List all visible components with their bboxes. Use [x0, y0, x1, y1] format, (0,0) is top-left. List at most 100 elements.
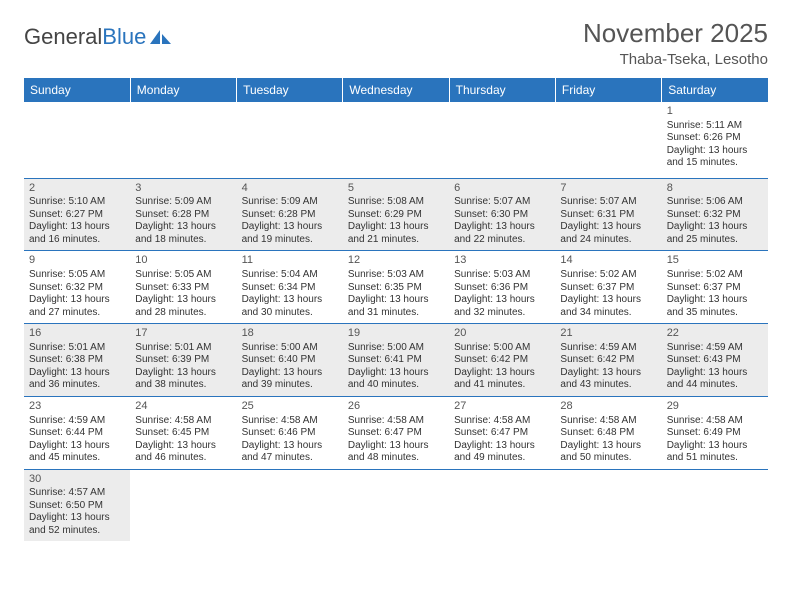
sunrise-line: Sunrise: 5:09 AM [242, 196, 338, 209]
sunrise-line: Sunrise: 5:03 AM [454, 269, 550, 282]
sunrise-line: Sunrise: 5:00 AM [454, 342, 550, 355]
sunrise-line: Sunrise: 4:58 AM [560, 415, 656, 428]
sunset-line: Sunset: 6:43 PM [667, 354, 763, 367]
weekday-header: Wednesday [343, 78, 449, 102]
sunrise-line: Sunrise: 4:59 AM [29, 415, 125, 428]
sunrise-line: Sunrise: 5:01 AM [135, 342, 231, 355]
daylight-line: Daylight: 13 hours and 16 minutes. [29, 221, 125, 246]
weekday-header-row: SundayMondayTuesdayWednesdayThursdayFrid… [24, 78, 768, 102]
day-number: 26 [348, 400, 444, 414]
logo: GeneralBlue [24, 18, 173, 50]
calendar-table: SundayMondayTuesdayWednesdayThursdayFrid… [24, 78, 768, 541]
sunset-line: Sunset: 6:36 PM [454, 282, 550, 295]
logo-text-1: General [24, 24, 102, 50]
sunrise-line: Sunrise: 4:59 AM [560, 342, 656, 355]
daylight-line: Daylight: 13 hours and 50 minutes. [560, 440, 656, 465]
sunset-line: Sunset: 6:44 PM [29, 427, 125, 440]
sunset-line: Sunset: 6:32 PM [29, 282, 125, 295]
sunset-line: Sunset: 6:27 PM [29, 209, 125, 222]
day-number: 2 [29, 182, 125, 196]
daylight-line: Daylight: 13 hours and 41 minutes. [454, 367, 550, 392]
daylight-line: Daylight: 13 hours and 47 minutes. [242, 440, 338, 465]
sunrise-line: Sunrise: 5:07 AM [560, 196, 656, 209]
location: Thaba-Tseka, Lesotho [583, 51, 768, 68]
sunset-line: Sunset: 6:34 PM [242, 282, 338, 295]
sunrise-line: Sunrise: 4:58 AM [667, 415, 763, 428]
calendar-week-row: 23Sunrise: 4:59 AMSunset: 6:44 PMDayligh… [24, 396, 768, 469]
day-number: 25 [242, 400, 338, 414]
weekday-header: Thursday [449, 78, 555, 102]
sunrise-line: Sunrise: 4:58 AM [135, 415, 231, 428]
daylight-line: Daylight: 13 hours and 21 minutes. [348, 221, 444, 246]
sunrise-line: Sunrise: 5:09 AM [135, 196, 231, 209]
daylight-line: Daylight: 13 hours and 46 minutes. [135, 440, 231, 465]
sunset-line: Sunset: 6:37 PM [667, 282, 763, 295]
sunset-line: Sunset: 6:48 PM [560, 427, 656, 440]
calendar-day-cell: 12Sunrise: 5:03 AMSunset: 6:35 PMDayligh… [343, 251, 449, 324]
sunset-line: Sunset: 6:40 PM [242, 354, 338, 367]
day-number: 30 [29, 473, 125, 487]
calendar-day-cell: 16Sunrise: 5:01 AMSunset: 6:38 PMDayligh… [24, 324, 130, 397]
daylight-line: Daylight: 13 hours and 22 minutes. [454, 221, 550, 246]
day-number: 29 [667, 400, 763, 414]
day-number: 4 [242, 182, 338, 196]
calendar-day-cell: 3Sunrise: 5:09 AMSunset: 6:28 PMDaylight… [130, 178, 236, 251]
weekday-header: Tuesday [237, 78, 343, 102]
calendar-empty-cell [343, 102, 449, 178]
sunrise-line: Sunrise: 5:05 AM [135, 269, 231, 282]
daylight-line: Daylight: 13 hours and 38 minutes. [135, 367, 231, 392]
day-number: 18 [242, 327, 338, 341]
day-number: 22 [667, 327, 763, 341]
day-number: 6 [454, 182, 550, 196]
calendar-day-cell: 5Sunrise: 5:08 AMSunset: 6:29 PMDaylight… [343, 178, 449, 251]
sunset-line: Sunset: 6:35 PM [348, 282, 444, 295]
sunrise-line: Sunrise: 5:04 AM [242, 269, 338, 282]
calendar-day-cell: 2Sunrise: 5:10 AMSunset: 6:27 PMDaylight… [24, 178, 130, 251]
day-number: 7 [560, 182, 656, 196]
sunrise-line: Sunrise: 5:02 AM [667, 269, 763, 282]
sunrise-line: Sunrise: 4:58 AM [348, 415, 444, 428]
daylight-line: Daylight: 13 hours and 52 minutes. [29, 512, 125, 537]
daylight-line: Daylight: 13 hours and 34 minutes. [560, 294, 656, 319]
day-number: 8 [667, 182, 763, 196]
sunrise-line: Sunrise: 4:58 AM [242, 415, 338, 428]
calendar-day-cell: 23Sunrise: 4:59 AMSunset: 6:44 PMDayligh… [24, 396, 130, 469]
calendar-empty-cell [24, 102, 130, 178]
daylight-line: Daylight: 13 hours and 39 minutes. [242, 367, 338, 392]
day-number: 14 [560, 254, 656, 268]
day-number: 15 [667, 254, 763, 268]
calendar-day-cell: 1Sunrise: 5:11 AMSunset: 6:26 PMDaylight… [662, 102, 768, 178]
daylight-line: Daylight: 13 hours and 32 minutes. [454, 294, 550, 319]
daylight-line: Daylight: 13 hours and 36 minutes. [29, 367, 125, 392]
calendar-week-row: 1Sunrise: 5:11 AMSunset: 6:26 PMDaylight… [24, 102, 768, 178]
day-number: 5 [348, 182, 444, 196]
calendar-empty-cell [449, 469, 555, 541]
sunrise-line: Sunrise: 5:08 AM [348, 196, 444, 209]
calendar-empty-cell [449, 102, 555, 178]
day-number: 13 [454, 254, 550, 268]
day-number: 12 [348, 254, 444, 268]
sunrise-line: Sunrise: 5:11 AM [667, 120, 763, 133]
sunrise-line: Sunrise: 5:00 AM [348, 342, 444, 355]
daylight-line: Daylight: 13 hours and 40 minutes. [348, 367, 444, 392]
calendar-day-cell: 25Sunrise: 4:58 AMSunset: 6:46 PMDayligh… [237, 396, 343, 469]
sunrise-line: Sunrise: 4:57 AM [29, 487, 125, 500]
daylight-line: Daylight: 13 hours and 28 minutes. [135, 294, 231, 319]
calendar-empty-cell [130, 102, 236, 178]
calendar-day-cell: 13Sunrise: 5:03 AMSunset: 6:36 PMDayligh… [449, 251, 555, 324]
daylight-line: Daylight: 13 hours and 49 minutes. [454, 440, 550, 465]
sunset-line: Sunset: 6:26 PM [667, 132, 763, 145]
sunset-line: Sunset: 6:42 PM [454, 354, 550, 367]
calendar-empty-cell [130, 469, 236, 541]
calendar-week-row: 16Sunrise: 5:01 AMSunset: 6:38 PMDayligh… [24, 324, 768, 397]
day-number: 20 [454, 327, 550, 341]
calendar-empty-cell [662, 469, 768, 541]
sunset-line: Sunset: 6:31 PM [560, 209, 656, 222]
sunset-line: Sunset: 6:49 PM [667, 427, 763, 440]
sunrise-line: Sunrise: 5:05 AM [29, 269, 125, 282]
calendar-empty-cell [555, 102, 661, 178]
calendar-empty-cell [555, 469, 661, 541]
daylight-line: Daylight: 13 hours and 25 minutes. [667, 221, 763, 246]
daylight-line: Daylight: 13 hours and 44 minutes. [667, 367, 763, 392]
sunset-line: Sunset: 6:47 PM [348, 427, 444, 440]
